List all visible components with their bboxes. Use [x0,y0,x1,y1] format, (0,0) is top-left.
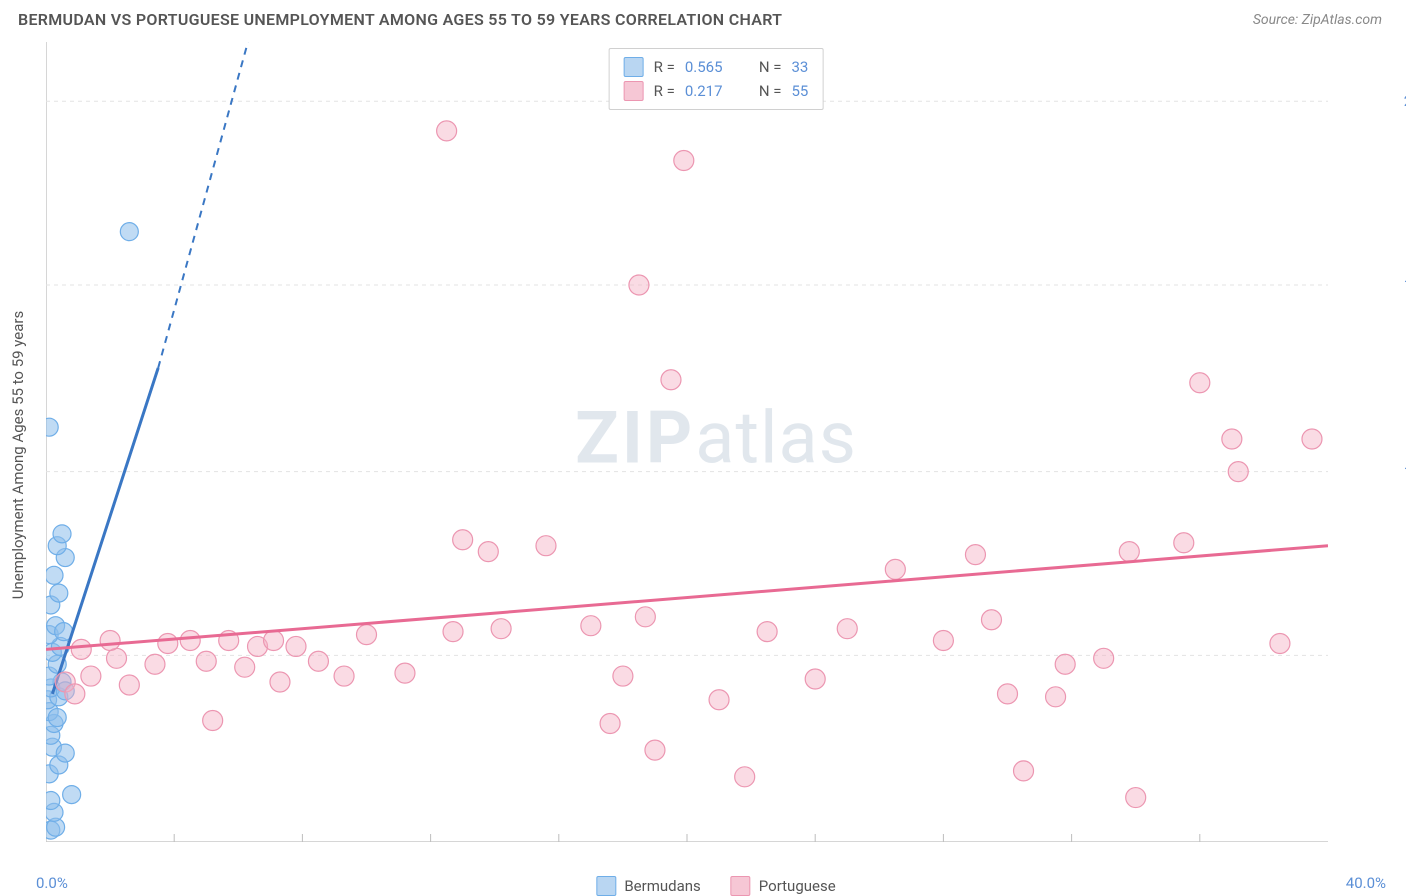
scatter-point [46,792,60,810]
scatter-point [235,657,255,677]
scatter-point [120,223,138,241]
legend-correlation-row: R = 0.217 N = 55 [624,79,809,103]
x-axis-origin-label: 0.0% [36,874,68,892]
scatter-point [119,675,139,695]
legend-series: Bermudans Portuguese [596,876,835,896]
scatter-point [709,690,729,710]
scatter-point [71,639,91,659]
scatter-point [933,631,953,651]
legend-series-item: Portuguese [731,876,836,896]
scatter-point [196,651,216,671]
scatter-point [1228,462,1248,482]
legend-swatch [596,876,616,896]
scatter-point [81,666,101,686]
n-value: 33 [791,58,808,76]
legend-correlation-row: R = 0.565 N = 33 [624,55,809,79]
scatter-point [1094,648,1114,668]
legend-swatch [624,57,644,77]
scatter-point [46,418,58,436]
trend-line-dashed [158,42,248,368]
scatter-point [491,619,511,639]
scatter-point [981,610,1001,630]
scatter-point [757,622,777,642]
scatter-point [46,566,63,584]
scatter-point [998,684,1018,704]
scatter-point [1126,788,1146,808]
scatter-point [180,631,200,651]
scatter-point [629,275,649,295]
scatter-point [805,669,825,689]
scatter-point [1174,533,1194,553]
chart-area: Unemployment Among Ages 55 to 59 years Z… [46,42,1386,868]
scatter-point [837,619,857,639]
scatter-point [965,545,985,565]
scatter-point [1119,542,1139,562]
scatter-point [635,607,655,627]
scatter-point [395,663,415,683]
legend-swatch [624,81,644,101]
scatter-point [1270,633,1290,653]
r-label: R = [654,82,675,100]
n-value: 55 [791,82,808,100]
n-label: N = [759,58,782,76]
scatter-point [735,767,755,787]
scatter-chart [46,42,1328,842]
scatter-point [100,631,120,651]
scatter-point [270,672,290,692]
scatter-point [1222,429,1242,449]
source-label: Source: ZipAtlas.com [1253,12,1382,28]
scatter-point [613,666,633,686]
scatter-point [453,530,473,550]
scatter-point [264,631,284,651]
scatter-point [107,648,127,668]
scatter-point [53,525,71,543]
r-value: 0.565 [685,58,739,76]
legend-swatch [731,876,751,896]
scatter-point [661,370,681,390]
title-bar: BERMUDAN VS PORTUGUESE UNEMPLOYMENT AMON… [0,0,1406,33]
scatter-point [1014,761,1034,781]
scatter-point [1046,687,1066,707]
scatter-point [1055,654,1075,674]
legend-series-item: Bermudans [596,876,700,896]
legend-correlation: R = 0.565 N = 33 R = 0.217 N = 55 [609,48,824,110]
trend-line [46,546,1328,650]
chart-title: BERMUDAN VS PORTUGUESE UNEMPLOYMENT AMON… [18,10,782,29]
scatter-point [334,666,354,686]
scatter-point [50,584,68,602]
scatter-point [885,559,905,579]
scatter-point [203,711,223,731]
scatter-point [286,636,306,656]
scatter-point [56,744,74,762]
y-axis-label: Unemployment Among Ages 55 to 59 years [9,311,27,599]
legend-series-label: Portuguese [759,877,836,895]
scatter-point [63,786,81,804]
scatter-point [600,713,620,733]
scatter-point [145,654,165,674]
scatter-point [581,616,601,636]
r-value: 0.217 [685,82,739,100]
scatter-point [478,542,498,562]
legend-series-label: Bermudans [624,877,700,895]
n-label: N = [759,82,782,100]
scatter-point [443,622,463,642]
scatter-point [1302,429,1322,449]
scatter-point [536,536,556,556]
scatter-point [437,121,457,141]
x-axis-max-label: 40.0% [1346,874,1386,892]
scatter-point [65,684,85,704]
r-label: R = [654,58,675,76]
scatter-point [158,633,178,653]
scatter-point [357,625,377,645]
scatter-point [48,709,66,727]
scatter-point [645,740,665,760]
scatter-point [308,651,328,671]
scatter-point [1190,373,1210,393]
scatter-point [674,151,694,171]
